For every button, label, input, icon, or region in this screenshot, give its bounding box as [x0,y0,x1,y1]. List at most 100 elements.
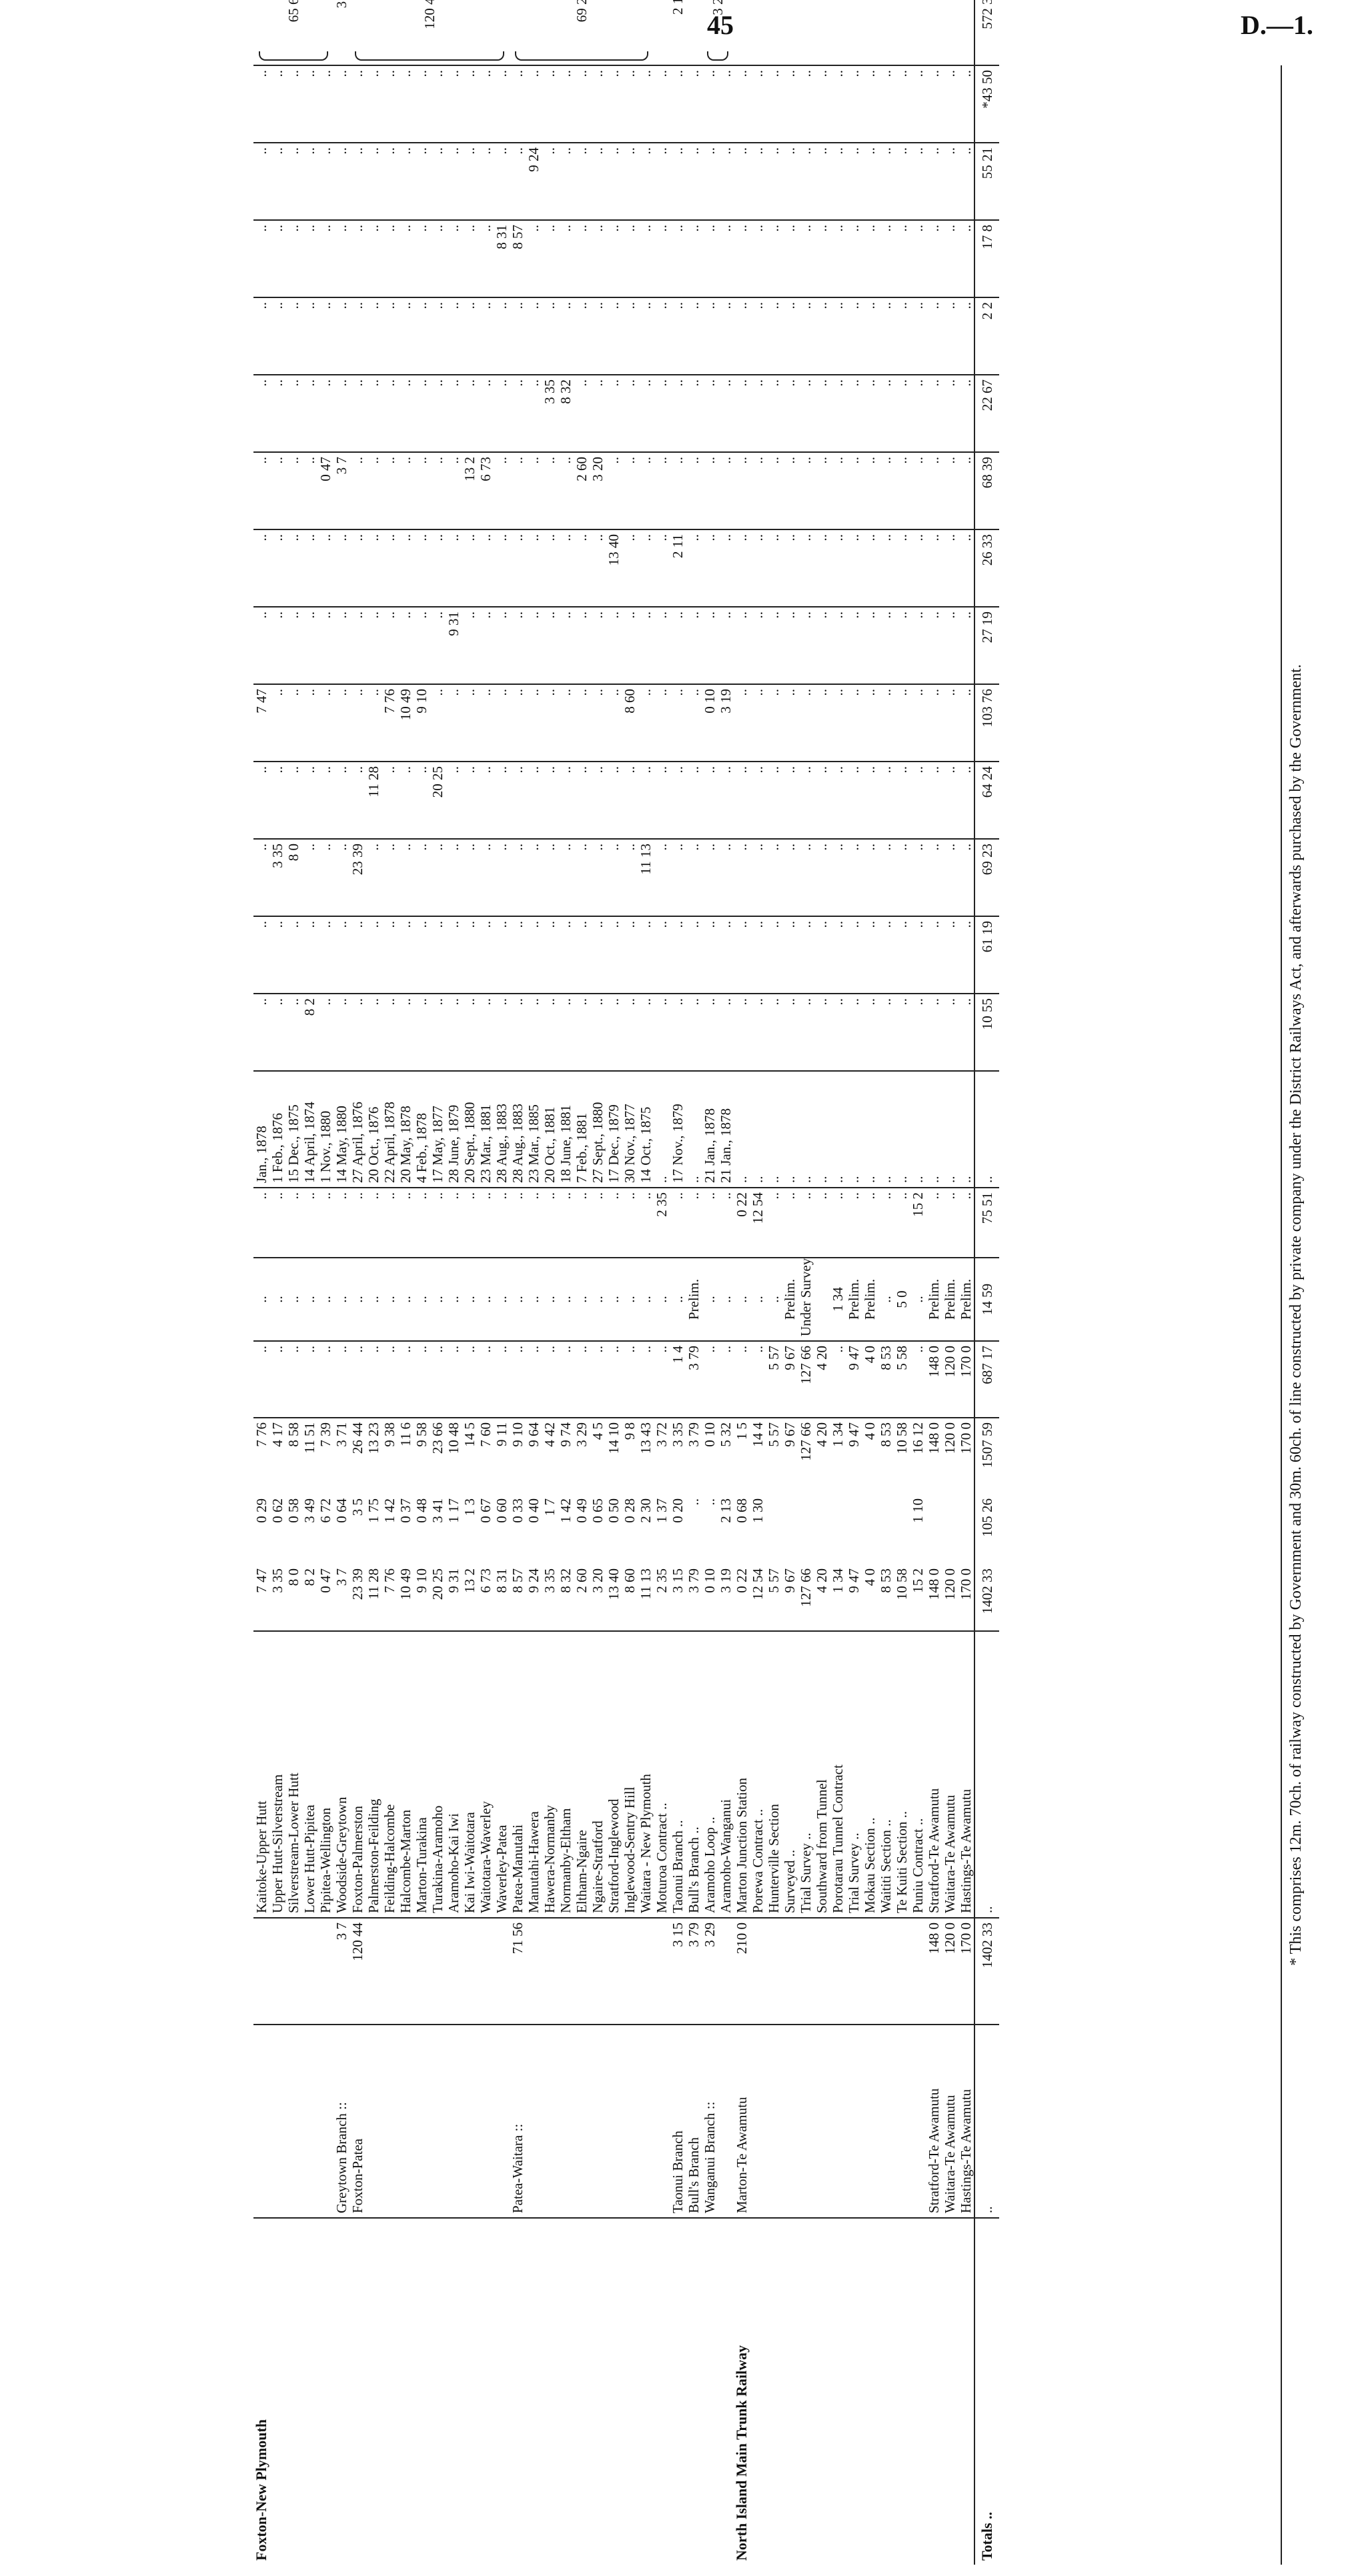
cell-col-r2: .. [366,916,382,994]
cell-section-length: 8 0 [285,1564,301,1631]
cell-col-r10: .. [590,297,606,375]
cell-col-r13: .. [894,65,910,143]
total-col-8: 687 17 [974,1341,999,1418]
cell-col-r10: .. [606,297,622,375]
cell-section-length: 8 53 [878,1564,894,1631]
cell-section: Inglewood-Sentry Hill [622,1631,638,1918]
cell-col-6: 1 75 [366,1498,382,1523]
cell-col-r5: 8 60 [622,684,638,762]
cell-col-r11: .. [814,220,830,297]
cell-col-r11: .. [830,220,846,297]
cell-col-r6: .. [910,607,926,684]
cell-section: Porotarau Tunnel Contract [830,1631,846,1918]
cell-col-10: .. [366,1188,382,1258]
cell-col-8: .. [494,1341,510,1418]
cell-col-r2: .. [558,916,574,994]
cell-col-10: .. [462,1188,478,1258]
cell-col-r13: .. [606,65,622,143]
cell-col-r9: .. [814,375,830,452]
cell-col-r9: .. [350,375,366,452]
cell-col-r8: .. [862,452,878,529]
cell-col-6: 1 42 [558,1498,574,1523]
cell-col-6: 0 65 [590,1498,606,1523]
cell-line-length: 3 29 [702,1918,718,2025]
cell-col-r5: .. [814,684,830,762]
cell-col-r7: .. [558,529,574,607]
cell-col-r1: .. [894,994,910,1071]
cell-col-r2: .. [301,916,317,994]
cell-col-r3: .. [622,839,638,916]
cell-col-r4: .. [638,762,654,839]
cell-col-r7: .. [446,529,462,607]
cell-col-8: 127 66 [798,1341,814,1418]
cell-line [558,2025,574,2218]
cell-section-length: 3 35 [542,1564,558,1631]
cell-col-9: .. [414,1258,430,1341]
cell-col-6: .. [702,1498,718,1506]
cell-group [414,2218,430,2565]
cell-col-r8: .. [558,452,574,529]
cell-col-r13: .. [542,65,558,143]
cell-col-8: .. [718,1341,734,1418]
cell-group [926,2218,942,2565]
cell-col-r4: .. [670,762,686,839]
cell-col-r13: .. [750,65,766,143]
cell-section-length: 0 22 [734,1564,750,1631]
cell-col-6 [926,1494,942,1564]
cell-col-r1: 8 2 [301,994,317,1071]
cell-section-length: 4 0 [862,1564,878,1631]
cell-col-7: 13 23 [366,1422,382,1454]
cell-group [317,2218,333,2565]
cell-col-r10: .. [542,297,558,375]
cell-col-9: Prelim. [958,1258,974,1341]
cell-col-r9: .. [766,375,782,452]
cell-col-r10: .. [253,297,269,375]
cell-col-r5: .. [301,684,317,762]
cell-col-r3: .. [798,839,814,916]
cell-col-r9: .. [798,375,814,452]
cell-col-r4: .. [269,762,285,839]
cell-line [750,2025,766,2218]
cell-col-r2: .. [862,916,878,994]
cell-col-10: .. [269,1188,285,1258]
cell-col-r2: .. [430,916,446,994]
cell-date-opened: 20 May, 1878 [398,1071,414,1188]
cell-col-r12: .. [269,143,285,220]
total-col-7: 1507 59 [974,1418,999,1494]
cell-col-r8: .. [782,452,798,529]
cell-line-length [478,1918,494,2025]
total-col-r12: 55 21 [974,143,999,220]
cell-line-length [830,1918,846,2025]
cell-col-r9: 3 35 [542,375,558,452]
cell-group [526,2218,542,2565]
cell-group [462,2218,478,2565]
cell-col-9: .. [446,1258,462,1341]
cell-col-r2: .. [718,916,734,994]
cell-line-length [718,1918,734,2025]
cell-col-r9: .. [734,375,750,452]
cell-col-r4: .. [526,762,542,839]
cell-col-r3: .. [590,839,606,916]
total-col-r9: 22 67 [974,375,999,452]
cell-col-r7: .. [894,529,910,607]
cell-line [814,2025,830,2218]
cell-col-r9: .. [285,375,301,452]
cell-col-8: .. [446,1341,462,1418]
cell-col-6: 3 49 [301,1498,317,1523]
cell-col-10: .. [942,1188,958,1258]
cell-col-6 [958,1494,974,1564]
cell-group [350,2218,366,2565]
cell-col-r13: .. [285,65,301,143]
cell-line-length [814,1918,830,2025]
cell-col-r7: .. [510,529,526,607]
cell-col-8: .. [382,1341,398,1418]
cell-col-r7: 13 40 [606,529,622,607]
cell-col-r9: .. [253,375,269,452]
cell-col-r9: .. [942,375,958,452]
cell-col-r10: .. [846,297,862,375]
cell-section: Patea-Manutahi [510,1631,526,1918]
cell-col-r11: .. [478,220,494,297]
cell-section-length: 2 60 [574,1564,590,1631]
cell-col-r3: .. [910,839,926,916]
